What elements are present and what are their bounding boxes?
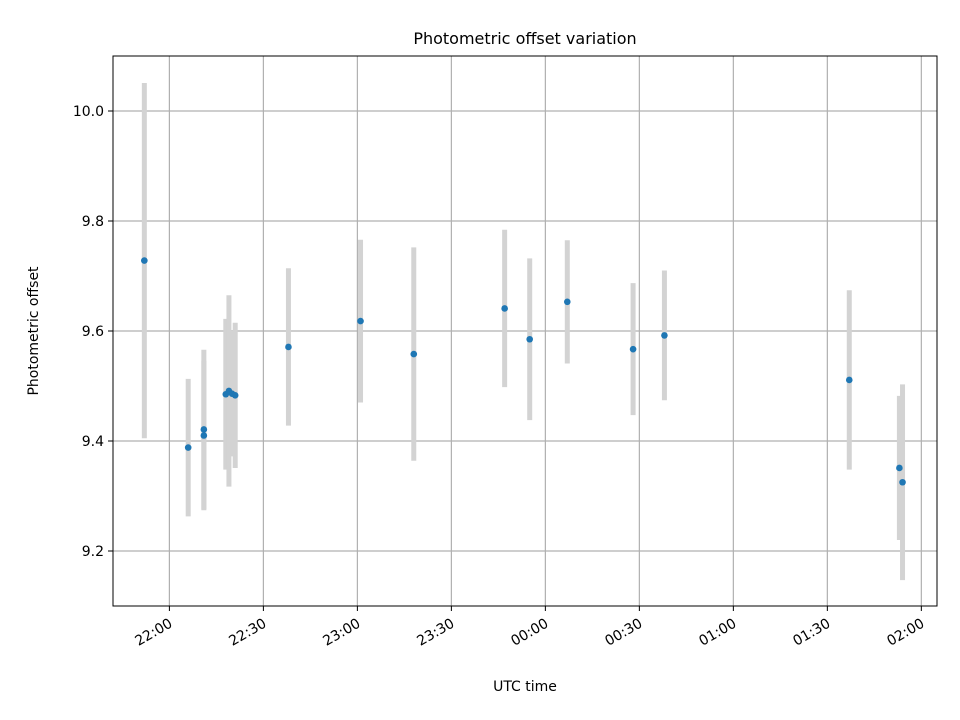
data-point xyxy=(410,350,418,358)
data-points xyxy=(141,257,906,486)
data-point xyxy=(899,478,906,486)
y-tick-label: 9.2 xyxy=(82,544,104,560)
data-point xyxy=(200,426,208,433)
y-tick-label: 9.8 xyxy=(82,214,104,230)
data-point xyxy=(526,335,533,343)
chart-title: Photometric offset variation xyxy=(413,29,636,48)
y-tick-label: 10.0 xyxy=(73,104,104,120)
data-point xyxy=(357,317,364,325)
data-point xyxy=(896,464,903,472)
y-tick-label: 9.6 xyxy=(82,324,104,340)
data-point xyxy=(629,345,637,353)
grid-lines xyxy=(113,56,937,606)
data-point xyxy=(231,392,239,399)
y-tick-label: 9.4 xyxy=(82,434,104,450)
data-point xyxy=(661,332,668,339)
data-point xyxy=(845,376,853,384)
y-axis-label: Photometric offset xyxy=(26,266,42,396)
data-point xyxy=(501,305,508,312)
data-point xyxy=(563,298,571,306)
x-axis-label: UTC time xyxy=(493,679,557,695)
data-point xyxy=(200,432,208,439)
data-point xyxy=(184,444,192,451)
data-point xyxy=(285,343,292,351)
y-axis-ticks: 9.2 9.4 9.6 9.8 10.0 xyxy=(73,104,113,560)
data-point xyxy=(141,257,148,264)
